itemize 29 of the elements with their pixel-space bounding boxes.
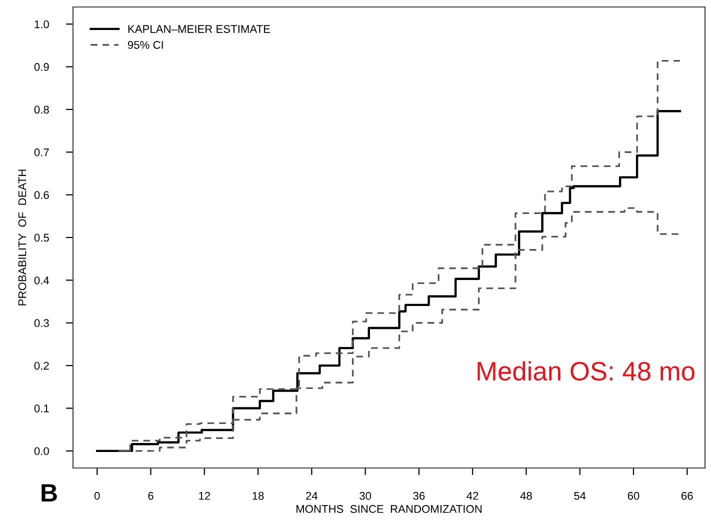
x-tick-label: 66 [682,492,693,500]
x-axis-title: MONTHS SINCE RANDOMIZATION [296,505,482,513]
x-tick-label: 48 [520,492,532,500]
x-tick-label: 0 [94,492,100,500]
x-tick-label: 12 [199,492,210,500]
x-tick-label: 36 [413,492,425,500]
text: B [42,484,57,502]
y-tick-label: 0.0 [34,447,49,456]
y-tick-label: 0.6 [34,191,49,199]
annotation: Median OS: 48 mo [478,361,694,381]
legend-label: 95% CI [128,40,163,49]
x-tick-label: 24 [306,492,318,500]
y-tick-label: 0.5 [34,234,49,242]
x-tick-label: 18 [252,492,264,500]
x-tick-label: 42 [466,492,478,500]
x-tick-label: 30 [360,492,372,500]
x-tick-label: 54 [574,492,586,500]
y-tick-label: 0.7 [34,148,49,156]
y-tick-label: 0.2 [34,362,49,370]
legend-label: KAPLAN–MEIER ESTIMATE [128,25,270,33]
y-tick-label: 0.4 [34,276,50,284]
y-tick-label: 0.1 [34,404,49,412]
y-tick-label: 0.8 [34,106,49,114]
y-tick-label: 0.9 [34,63,49,71]
y-axis-title: PROBABILITY OF DEATH [18,170,26,306]
x-tick-label: 60 [628,492,640,500]
y-tick-label: 0.3 [34,319,49,328]
y-tick-label: 1.0 [34,20,49,28]
x-tick-label: 6 [148,492,154,500]
